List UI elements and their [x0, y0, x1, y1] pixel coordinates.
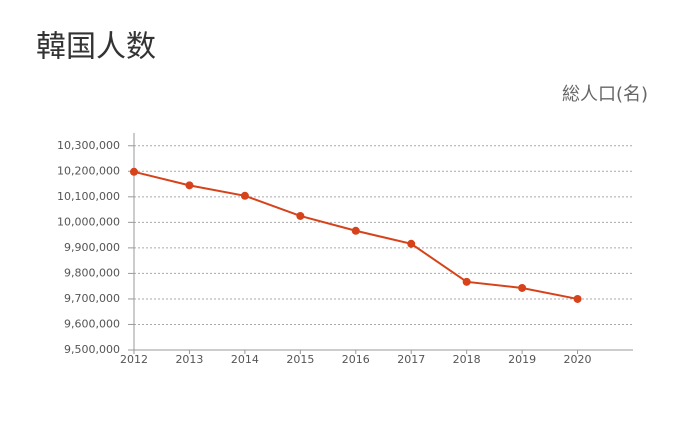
x-tick-label: 2014 [231, 353, 259, 366]
point [462, 277, 471, 286]
x-tick-label: 2012 [120, 353, 148, 366]
y-tick-label: 10,300,000 [57, 139, 120, 152]
line [133, 170, 578, 300]
x-tick-label: 2016 [342, 353, 370, 366]
point [573, 294, 582, 303]
y-axis-label: 総人口(名) [562, 84, 648, 105]
x-tick-label: 2017 [397, 353, 425, 366]
y-tick-label: 9,800,000 [64, 266, 120, 279]
point [518, 283, 527, 292]
chart-title: 韓国人数 [36, 30, 156, 65]
y-tick-label: 9,500,000 [64, 343, 120, 356]
x-tick-label: 2019 [508, 353, 536, 366]
point [185, 181, 194, 190]
point [130, 167, 138, 176]
x-tick-label: 2013 [175, 353, 203, 366]
x-tick-label: 2020 [564, 353, 592, 366]
x-tick-label: 2018 [453, 353, 481, 366]
x-tick-label: 2015 [286, 353, 314, 366]
point [407, 239, 416, 248]
y-tick-label: 10,000,000 [57, 215, 120, 228]
y-tick-label: 9,900,000 [64, 241, 120, 254]
point [240, 191, 249, 200]
point [351, 226, 360, 235]
y-tick-label: 9,700,000 [64, 292, 120, 305]
y-tick-label: 10,100,000 [57, 190, 120, 203]
point [296, 211, 305, 220]
y-tick-label: 10,200,000 [57, 164, 120, 177]
y-tick-label: 9,600,000 [64, 317, 120, 330]
